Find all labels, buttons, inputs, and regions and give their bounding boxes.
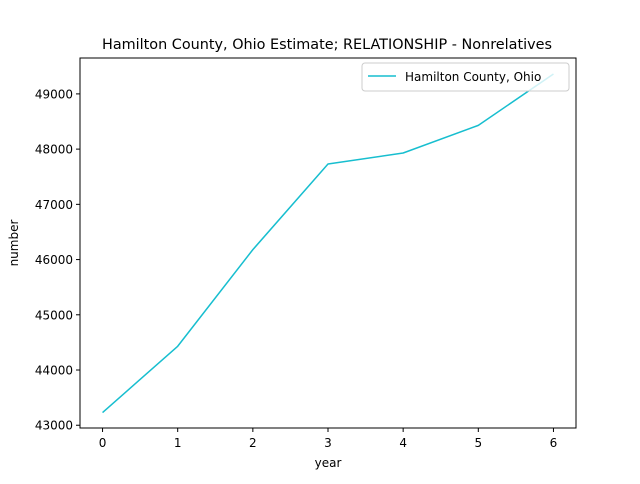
- legend-box: [361, 62, 570, 92]
- x-tick-label: 4: [399, 436, 407, 450]
- y-tick-label: 49000: [35, 87, 73, 101]
- legend-label: Hamilton County, Ohio: [405, 70, 541, 84]
- chart-title: Hamilton County, Ohio Estimate; RELATION…: [102, 37, 552, 53]
- x-tick-label: 2: [249, 436, 257, 450]
- legend: Hamilton County, Ohio: [361, 62, 570, 92]
- y-tick-label: 46000: [35, 253, 73, 267]
- series-line: [102, 73, 554, 414]
- y-axis: 43000 44000 45000 46000 47000 48000 49000: [35, 87, 80, 433]
- x-axis: 0 1 2 3 4 5 6: [99, 428, 558, 450]
- x-axis-label: year: [315, 456, 342, 470]
- x-tick-label: 1: [174, 436, 182, 450]
- y-axis-label: number: [7, 220, 21, 267]
- y-tick-label: 47000: [35, 198, 73, 212]
- y-tick-label: 43000: [35, 419, 73, 433]
- y-tick-label: 48000: [35, 143, 73, 157]
- y-tick-label: 45000: [35, 308, 73, 322]
- y-tick-label: 44000: [35, 364, 73, 378]
- x-tick-label: 6: [550, 436, 558, 450]
- x-tick-label: 0: [99, 436, 107, 450]
- series-layer: [102, 73, 554, 414]
- x-tick-label: 3: [324, 436, 332, 450]
- x-tick-label: 5: [474, 436, 482, 450]
